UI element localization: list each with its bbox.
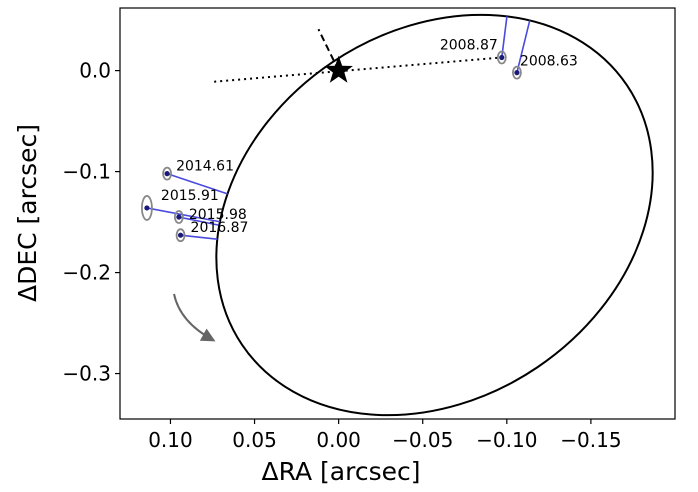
epoch-label: 2015.98 xyxy=(189,207,247,223)
x-tick-label: −0.15 xyxy=(560,428,621,452)
plot-frame xyxy=(119,7,676,420)
x-tick-label: −0.05 xyxy=(392,428,453,452)
error-ellipse xyxy=(162,166,172,181)
residual-line xyxy=(166,172,228,195)
epoch-label: 2014.61 xyxy=(176,159,234,175)
residual-line xyxy=(178,216,220,227)
x-tick-label: 0.10 xyxy=(148,428,193,452)
y-axis-label: ΔDEC [arcsec] xyxy=(13,124,42,302)
y-tick-label: 0.0 xyxy=(79,59,111,83)
residual-line xyxy=(500,16,508,58)
star-icon xyxy=(324,55,353,83)
data-layer xyxy=(141,13,654,417)
x-tick-label: 0.05 xyxy=(232,428,277,452)
observation-point xyxy=(177,232,184,238)
epoch-label: 2008.63 xyxy=(520,54,578,70)
observation-points xyxy=(141,50,522,243)
residual-line xyxy=(180,234,218,240)
x-tick-label: −0.10 xyxy=(476,428,537,452)
observation-point xyxy=(176,214,182,220)
observation-point xyxy=(499,54,505,61)
epoch-label: 2008.87 xyxy=(440,37,498,53)
line-of-nodes xyxy=(214,56,502,83)
x-axis-ticks: 0.10 0.05 0.00 −0.05 −0.10 −0.15 xyxy=(148,419,622,452)
epoch-label: 2016.87 xyxy=(191,220,249,236)
error-ellipse xyxy=(141,195,153,221)
orbit-direction-arrow-icon xyxy=(173,293,216,342)
x-axis-label: ΔRA [arcsec] xyxy=(262,457,421,486)
residual-line xyxy=(516,20,531,73)
error-ellipse xyxy=(496,50,507,65)
error-ellipse xyxy=(173,210,184,224)
y-axis-ticks: 0.0 −0.1 −0.2 −0.3 xyxy=(62,59,120,386)
y-tick-label: −0.2 xyxy=(62,261,111,285)
observation-point xyxy=(144,205,150,211)
epoch-labels: 2008.63 2008.87 2014.61 2015.91 2015.982016.… xyxy=(161,37,578,236)
observation-point xyxy=(164,171,170,177)
orbit-ellipse xyxy=(215,13,654,417)
epoch-label: 2015.91 xyxy=(161,188,219,204)
x-tick-label: 0.00 xyxy=(316,428,361,452)
y-tick-label: −0.1 xyxy=(62,160,111,184)
observation-point xyxy=(514,70,520,76)
y-tick-label: −0.3 xyxy=(62,362,111,386)
error-ellipse xyxy=(512,65,522,80)
error-ellipse xyxy=(175,228,186,243)
periastron-line xyxy=(317,28,340,72)
